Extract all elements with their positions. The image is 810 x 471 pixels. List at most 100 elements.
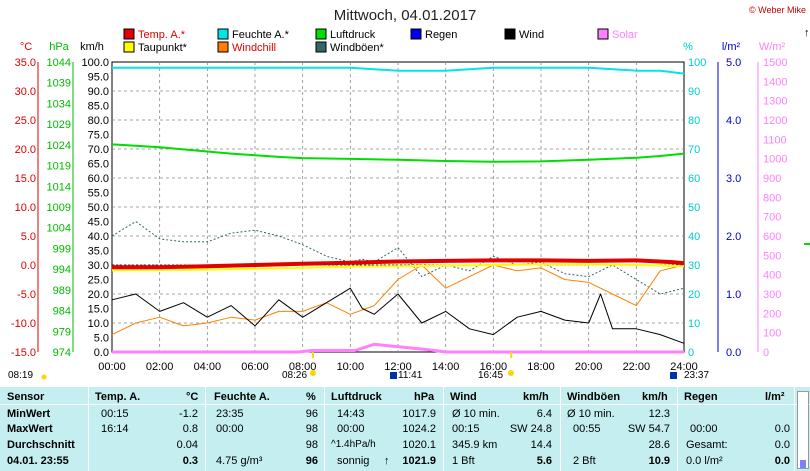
press-trend-up-icon: ↑ bbox=[384, 455, 390, 467]
legend-swatch bbox=[597, 28, 609, 40]
pressure-tick-label: 1044 bbox=[47, 57, 71, 69]
legend-label: Temp. A.* bbox=[138, 29, 186, 41]
humidity-tick-label: 80 bbox=[688, 115, 700, 127]
series-line-taupunkt bbox=[111, 263, 685, 272]
humidity-tick-label: 0 bbox=[688, 347, 694, 359]
humidity-tick-label: 20 bbox=[688, 289, 700, 301]
grid bbox=[112, 62, 684, 352]
moon-icon bbox=[670, 372, 677, 379]
pressure-tick-label: 974 bbox=[53, 347, 71, 359]
header-gust: Windböen bbox=[567, 391, 621, 403]
time-marker-label: 08:19 bbox=[8, 370, 33, 380]
temp-tick-label: 5.0 bbox=[21, 231, 36, 243]
sun-icon bbox=[41, 374, 47, 380]
temp-axis-unit: °C bbox=[20, 41, 32, 53]
pressure-tick-label: 994 bbox=[53, 264, 71, 276]
now-press-text: sonnig bbox=[337, 455, 370, 467]
pressure-tick-label: 1004 bbox=[47, 223, 71, 235]
legend-label: Luftdruck bbox=[330, 29, 376, 41]
now-wind: 5.6 bbox=[536, 455, 552, 467]
solar-tick-label: 0 bbox=[763, 347, 769, 359]
time-marker-label: 11:41 bbox=[398, 370, 423, 380]
now-gust-bft: 2 Bft bbox=[573, 455, 596, 467]
wind-tick-label: 35.0 bbox=[88, 246, 109, 258]
wind-tick-label: 25.0 bbox=[88, 275, 109, 287]
wind-tick-label: 30.0 bbox=[88, 260, 109, 272]
rain-tick-label: 0.0 bbox=[726, 347, 741, 359]
max-gust-time: 00:55 bbox=[573, 423, 601, 435]
wind-tick-label: 40.0 bbox=[88, 231, 109, 243]
x-tick-label: 12:00 bbox=[384, 361, 412, 373]
wind-tick-label: 90.0 bbox=[88, 86, 109, 98]
min-press: 1017.9 bbox=[402, 408, 436, 420]
legend-swatch bbox=[217, 41, 229, 53]
row-label-max: MaxWert bbox=[7, 423, 53, 435]
wind-tick-label: 50.0 bbox=[88, 202, 109, 214]
header-wind-unit: km/h bbox=[523, 391, 549, 403]
legend-label: Regen bbox=[425, 29, 457, 41]
wind-tick-label: 95.0 bbox=[88, 72, 109, 84]
wind-tick-label: 70.0 bbox=[88, 144, 109, 156]
humidity-axis-unit: % bbox=[683, 41, 693, 53]
time-marker-label: 23:37 bbox=[684, 370, 709, 380]
humidity-tick-label: 50 bbox=[688, 202, 700, 214]
avg-hum: 98 bbox=[305, 439, 318, 451]
avg-press-trend: ^1.4hPa/h bbox=[331, 439, 376, 450]
credit-label: © Weber Mike bbox=[749, 5, 806, 15]
legend-swatch bbox=[123, 28, 135, 40]
col-divider bbox=[205, 387, 206, 471]
humidity-tick-label: 70 bbox=[688, 144, 700, 156]
weather-chart: Mittwoch, 04.01.2017 © Weber Mike Temp. … bbox=[8, 5, 810, 380]
rain-axis-unit: l/m² bbox=[722, 41, 741, 53]
x-tick-label: 18:00 bbox=[527, 361, 555, 373]
header-pressure-unit: hPa bbox=[414, 391, 435, 403]
now-temp: 0.3 bbox=[182, 455, 198, 467]
rain-tick-label: 5.0 bbox=[726, 57, 741, 69]
humidity-tick-label: 100 bbox=[688, 57, 706, 69]
series-line-temp-a bbox=[112, 258, 685, 270]
avg-gust: 28.6 bbox=[648, 439, 670, 451]
legend-label: Windchill bbox=[232, 42, 276, 54]
header-wind: Wind bbox=[450, 391, 477, 403]
axis-units: °C hPa km/h % l/m² W/m² bbox=[20, 41, 786, 53]
solar-tick-label: 1200 bbox=[763, 115, 787, 127]
legend-label: Windböen* bbox=[330, 42, 385, 54]
max-rain: 0.0 bbox=[774, 423, 790, 435]
solar-tick-label: 900 bbox=[763, 173, 781, 185]
max-gust-dir: SW 54.7 bbox=[627, 423, 670, 435]
x-tick-label: 20:00 bbox=[575, 361, 603, 373]
stats-table: Sensor Temp. A. °C Feuchte A. % Luftdruc… bbox=[0, 387, 810, 471]
pressure-tick-label: 1034 bbox=[47, 98, 71, 110]
solar-tick-label: 700 bbox=[763, 212, 781, 224]
sun-icon bbox=[310, 370, 316, 376]
pressure-axis-unit: hPa bbox=[49, 41, 69, 53]
pressure-tick-label: 999 bbox=[53, 243, 71, 255]
humidity-tick-label: 40 bbox=[688, 231, 700, 243]
avg-temp: 0.04 bbox=[176, 439, 198, 451]
solar-tick-label: 1500 bbox=[763, 57, 787, 69]
min-press-time: 14:43 bbox=[337, 408, 365, 420]
max-temp: 0.8 bbox=[182, 423, 198, 435]
min-gust: 12.3 bbox=[648, 408, 670, 420]
solar-axis-unit: W/m² bbox=[759, 41, 786, 53]
x-tick-label: 02:00 bbox=[146, 361, 174, 373]
max-wind-time: 00:15 bbox=[452, 423, 480, 435]
temp-tick-label: 30.0 bbox=[15, 86, 36, 98]
legend-swatch bbox=[217, 28, 229, 40]
header-temp: Temp. A. bbox=[95, 391, 141, 403]
chart-title: Mittwoch, 04.01.2017 bbox=[334, 7, 477, 24]
rain-gauge bbox=[797, 391, 809, 469]
max-hum-time: 00:00 bbox=[216, 423, 244, 435]
temp-tick-label: -5.0 bbox=[17, 289, 36, 301]
rain-gauge-fill bbox=[800, 460, 806, 468]
humidity-tick-label: 60 bbox=[688, 173, 700, 185]
header-temp-unit: °C bbox=[186, 391, 199, 403]
legend-label: Wind bbox=[519, 29, 544, 41]
legend-label: Feuchte A.* bbox=[232, 29, 290, 41]
min-hum: 96 bbox=[305, 408, 318, 420]
now-rain: 0.0 bbox=[774, 455, 790, 467]
solar-tick-label: 400 bbox=[763, 270, 781, 282]
series-group bbox=[111, 66, 685, 354]
series-line-solar bbox=[112, 342, 684, 354]
pressure-tick-label: 984 bbox=[53, 306, 71, 318]
